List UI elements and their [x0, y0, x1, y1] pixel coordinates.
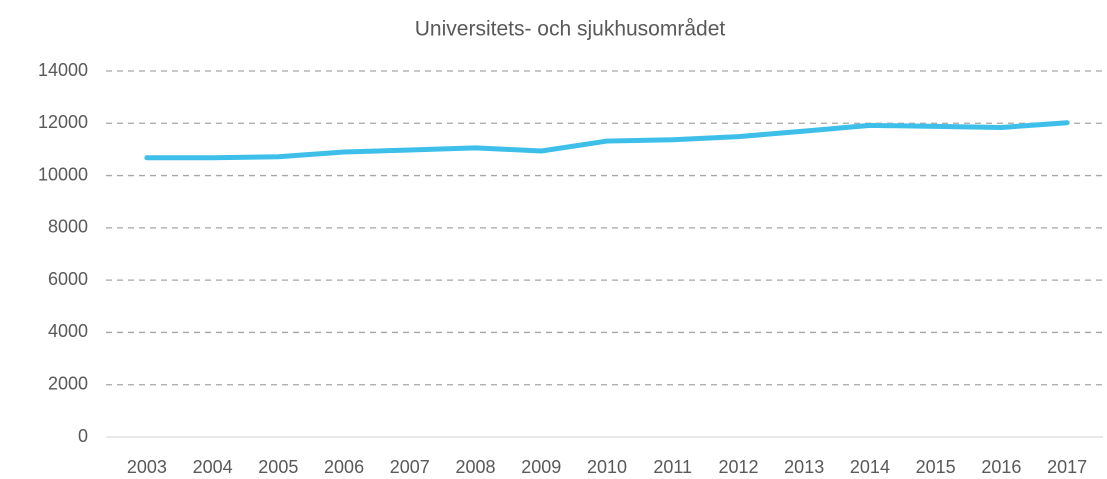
y-tick-label: 8000 [48, 217, 88, 237]
x-tick-label: 2010 [587, 457, 627, 477]
chart-title: Universitets- och sjukhusområdet [415, 18, 726, 41]
x-tick-label: 2014 [850, 457, 890, 477]
x-tick-label: 2017 [1047, 457, 1087, 477]
x-tick-label: 2011 [653, 457, 692, 477]
y-tick-label: 12000 [38, 112, 88, 132]
x-tick-label: 2016 [981, 457, 1021, 477]
y-tick-label: 0 [78, 426, 88, 446]
x-tick-label: 2008 [456, 457, 496, 477]
x-tick-label: 2007 [390, 457, 430, 477]
x-tick-label: 2004 [193, 457, 233, 477]
y-tick-label: 6000 [48, 269, 88, 289]
line-series [144, 120, 1070, 161]
x-tick-label: 2005 [258, 457, 298, 477]
x-tick-label: 2012 [718, 457, 758, 477]
x-tick-label: 2006 [324, 457, 364, 477]
y-tick-label: 14000 [38, 60, 88, 80]
y-tick-label: 4000 [48, 321, 88, 341]
x-tick-label: 2015 [916, 457, 956, 477]
y-tick-label: 2000 [48, 373, 88, 393]
x-tick-label: 2003 [127, 457, 167, 477]
y-tick-label: 10000 [38, 164, 88, 184]
x-tick-label: 2009 [521, 457, 561, 477]
x-tick-label: 2013 [784, 457, 824, 477]
